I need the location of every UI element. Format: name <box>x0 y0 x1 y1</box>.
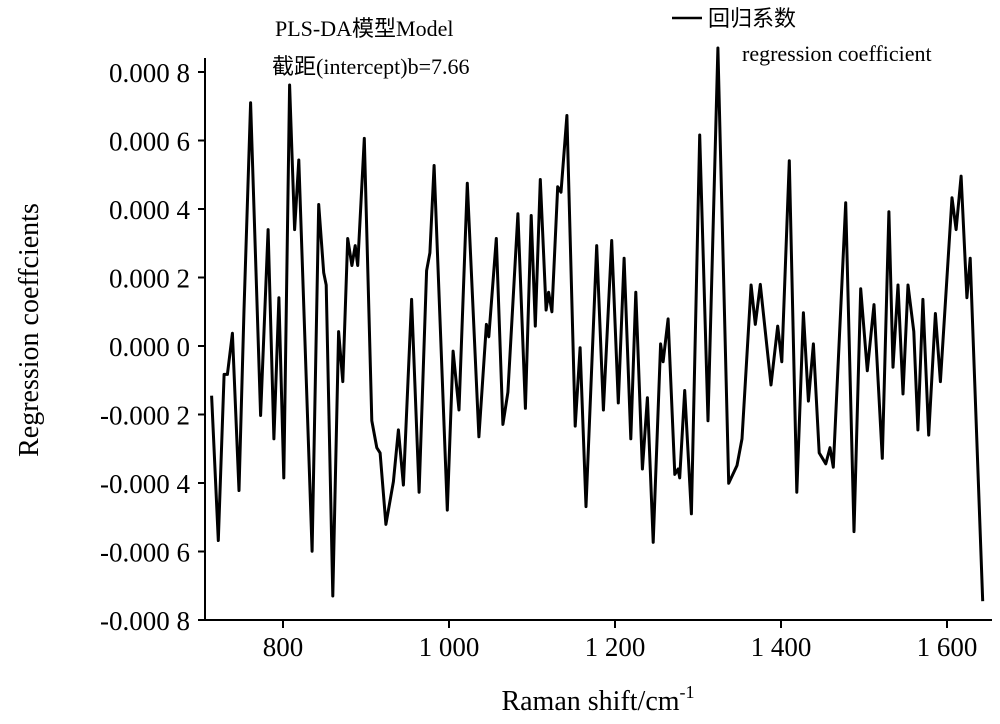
y-tick-label: -0.000 8 <box>100 606 190 636</box>
y-axis-title: Regression coeffcients <box>14 203 45 457</box>
x-axis-title-superscript: -1 <box>680 682 695 702</box>
y-tick-label: 0.000 0 <box>109 332 190 362</box>
y-tick-label: 0.000 4 <box>109 195 191 225</box>
x-tick-label: 800 <box>263 632 304 662</box>
legend: 回归系数 regression coefficient <box>672 6 932 66</box>
y-tick-label: -0.000 4 <box>100 469 190 499</box>
intercept-annotation: 截距(intercept)b=7.66 <box>272 54 470 79</box>
x-axis-title-text: Raman shift/cm <box>501 686 679 717</box>
series-line-regression-coefficient <box>210 46 985 602</box>
x-tick-label: 1 200 <box>585 632 646 662</box>
x-tick-label: 1 000 <box>419 632 480 662</box>
x-axis-title: Raman shift/cm-1 <box>501 682 694 717</box>
x-tick-label: 1 600 <box>917 632 978 662</box>
axes <box>204 58 992 621</box>
x-ticks: 800 1 000 1 200 1 400 1 600 <box>263 620 978 662</box>
model-annotation: PLS-DA模型Model <box>275 16 453 41</box>
y-tick-label: 0.000 2 <box>109 264 190 294</box>
legend-label-english: regression coefficient <box>742 41 932 66</box>
legend-label-chinese: 回归系数 <box>708 6 796 31</box>
y-ticks: 0.000 8 0.000 6 0.000 4 0.000 2 0.000 0 -0.00… <box>100 58 205 636</box>
y-tick-label: -0.000 2 <box>100 401 190 431</box>
y-tick-label: 0.000 6 <box>109 127 190 157</box>
y-tick-label: 0.000 8 <box>109 58 190 88</box>
x-tick-label: 1 400 <box>751 632 812 662</box>
y-tick-label: -0.000 6 <box>100 538 190 568</box>
